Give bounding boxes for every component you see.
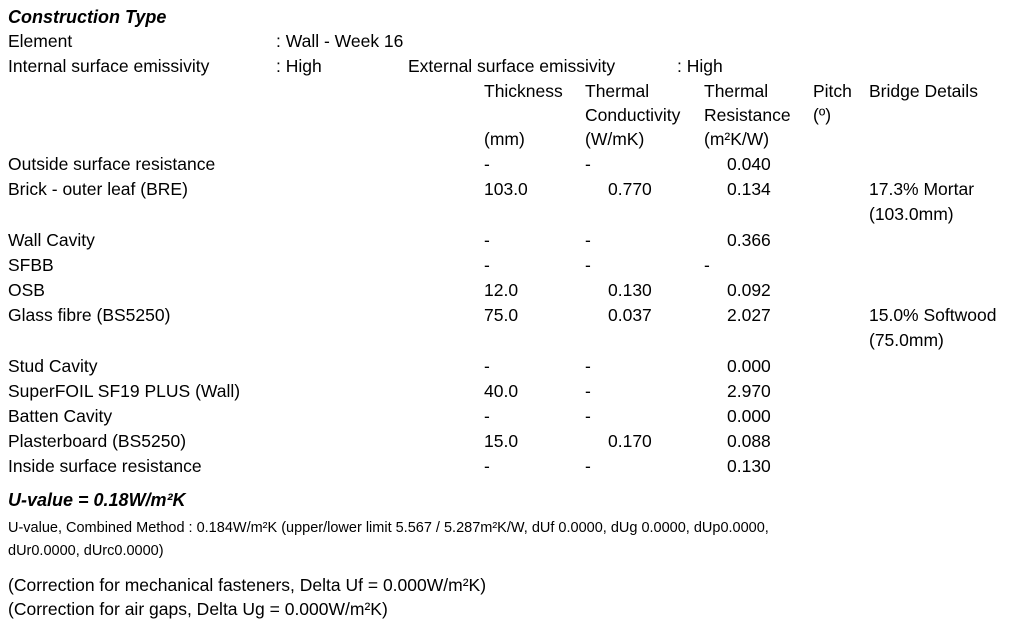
header-resistance-unit: (m²K/W) bbox=[704, 129, 770, 149]
uvalue-combined-line2: dUr0.0000, dUrc0.0000) bbox=[8, 543, 164, 559]
layer-name: Batten Cavity bbox=[8, 406, 113, 426]
layer-bridge-detail: 17.3% Mortar bbox=[869, 179, 975, 199]
header-conductivity-2: Conductivity bbox=[585, 105, 681, 125]
header-conductivity-unit: (W/mK) bbox=[585, 129, 645, 149]
header-resistance: Thermal bbox=[704, 81, 769, 101]
uvalue-heading: U-value = 0.18W/m²K bbox=[8, 490, 186, 510]
layer-resistance: - bbox=[704, 255, 710, 275]
header-resistance-2: Resistance bbox=[704, 105, 791, 125]
layer-conductivity: - bbox=[585, 230, 591, 250]
layer-resistance: 0.130 bbox=[727, 456, 771, 476]
header-pitch-unit: (º) bbox=[813, 105, 832, 125]
layer-thickness: 12.0 bbox=[484, 280, 519, 300]
external-emissivity-label: External surface emissivity bbox=[408, 56, 616, 76]
layer-thickness: - bbox=[484, 154, 490, 174]
layer-resistance: 0.000 bbox=[727, 356, 771, 376]
header-thickness: Thickness bbox=[484, 81, 563, 101]
layer-thickness: - bbox=[484, 255, 490, 275]
layer-conductivity: - bbox=[585, 154, 591, 174]
layer-conductivity: - bbox=[585, 406, 591, 426]
layer-bridge-detail-2: (75.0mm) bbox=[869, 330, 944, 350]
layer-name: OSB bbox=[8, 280, 45, 300]
layer-conductivity: 0.130 bbox=[608, 280, 652, 300]
element-label: Element bbox=[8, 31, 73, 51]
layer-resistance: 2.970 bbox=[727, 381, 771, 401]
header-thickness-unit: (mm) bbox=[484, 129, 525, 149]
layer-conductivity: 0.170 bbox=[608, 431, 652, 451]
element-value: : Wall - Week 16 bbox=[276, 31, 404, 51]
header-conductivity: Thermal bbox=[585, 81, 650, 101]
layer-bridge-detail-2: (103.0mm) bbox=[869, 204, 954, 224]
layer-thickness: 75.0 bbox=[484, 305, 519, 325]
layer-resistance: 0.088 bbox=[727, 431, 771, 451]
layer-bridge-detail: 15.0% Softwood bbox=[869, 305, 997, 325]
layer-thickness: - bbox=[484, 456, 490, 476]
external-emissivity-value: : High bbox=[677, 56, 723, 76]
correction-fasteners: (Correction for mechanical fasteners, De… bbox=[8, 575, 487, 595]
layer-thickness: - bbox=[484, 230, 490, 250]
layer-thickness: - bbox=[484, 356, 490, 376]
layer-conductivity: 0.770 bbox=[608, 179, 652, 199]
layer-thickness: - bbox=[484, 406, 490, 426]
layer-name: Glass fibre (BS5250) bbox=[8, 305, 171, 325]
layer-name: Plasterboard (BS5250) bbox=[8, 431, 187, 451]
internal-emissivity-label: Internal surface emissivity bbox=[8, 56, 210, 76]
layer-thickness: 103.0 bbox=[484, 179, 528, 199]
header-pitch: Pitch bbox=[813, 81, 852, 101]
section-title: Construction Type bbox=[8, 7, 167, 27]
layer-conductivity: - bbox=[585, 456, 591, 476]
layer-name: SuperFOIL SF19 PLUS (Wall) bbox=[8, 381, 241, 401]
uvalue-combined-line1: U-value, Combined Method : 0.184W/m²K (u… bbox=[8, 520, 769, 536]
internal-emissivity-value: : High bbox=[276, 56, 322, 76]
layer-conductivity: - bbox=[585, 381, 591, 401]
layer-resistance: 0.134 bbox=[727, 179, 771, 199]
correction-airgaps: (Correction for air gaps, Delta Ug = 0.0… bbox=[8, 599, 388, 619]
layer-name: Wall Cavity bbox=[8, 230, 95, 250]
layer-resistance: 0.000 bbox=[727, 406, 771, 426]
layer-thickness: 15.0 bbox=[484, 431, 519, 451]
layer-conductivity: - bbox=[585, 255, 591, 275]
layer-name: Brick - outer leaf (BRE) bbox=[8, 179, 188, 199]
layer-resistance: 0.040 bbox=[727, 154, 771, 174]
layer-conductivity: 0.037 bbox=[608, 305, 652, 325]
layer-resistance: 0.366 bbox=[727, 230, 771, 250]
layer-resistance: 0.092 bbox=[727, 280, 771, 300]
layer-resistance: 2.027 bbox=[727, 305, 771, 325]
layer-name: SFBB bbox=[8, 255, 54, 275]
header-bridge: Bridge Details bbox=[869, 81, 978, 101]
layer-name: Stud Cavity bbox=[8, 356, 98, 376]
layer-thickness: 40.0 bbox=[484, 381, 519, 401]
layer-conductivity: - bbox=[585, 356, 591, 376]
layer-name: Outside surface resistance bbox=[8, 154, 216, 174]
layer-name: Inside surface resistance bbox=[8, 456, 202, 476]
